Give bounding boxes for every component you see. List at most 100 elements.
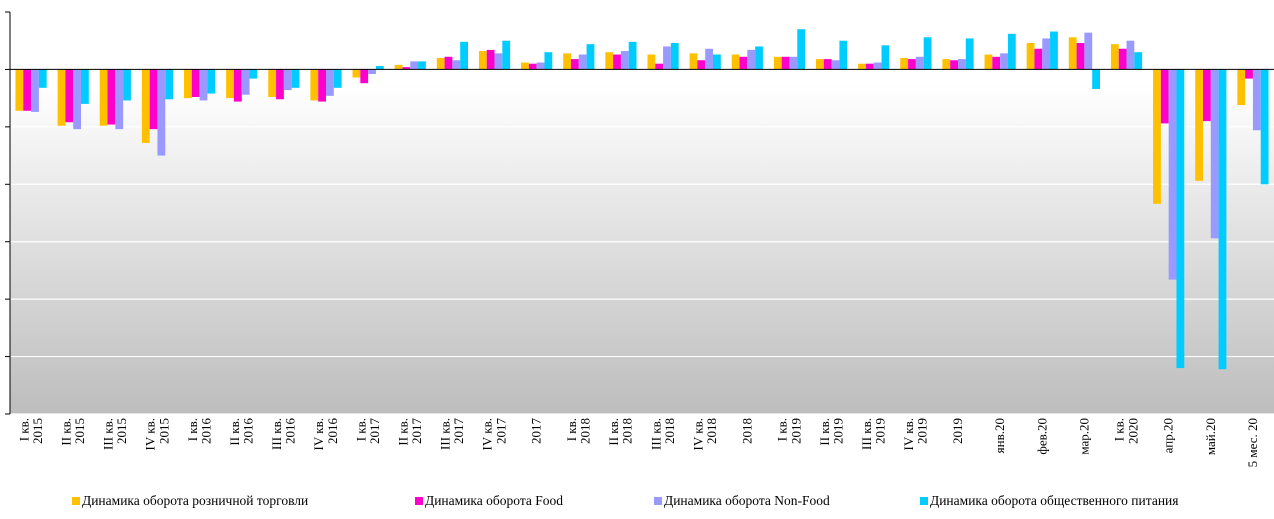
bar (586, 44, 595, 70)
bar (1110, 44, 1119, 70)
bar (241, 69, 250, 95)
bar (418, 61, 426, 70)
bar (460, 41, 468, 70)
bar (563, 53, 571, 70)
bar (283, 69, 292, 91)
plot-area-background (10, 12, 1274, 414)
legend-label: Динамика оборота Non-Food (664, 493, 830, 508)
bar (494, 53, 503, 70)
bar (123, 69, 131, 101)
bar (992, 56, 1001, 70)
bar (881, 45, 890, 70)
bar (15, 69, 24, 111)
bar (942, 59, 951, 70)
bar (199, 69, 208, 101)
bar (865, 63, 874, 70)
bar (915, 56, 924, 70)
bar (1218, 69, 1227, 370)
x-tick-label: 5 мес. 20 (1245, 418, 1260, 467)
bar (368, 69, 376, 75)
bar (958, 59, 966, 70)
bar (755, 46, 763, 70)
bar (713, 54, 721, 70)
bar (1026, 43, 1035, 70)
x-tick-label: IV кв.2018 (690, 418, 719, 450)
bar (276, 69, 284, 100)
bar (486, 49, 495, 70)
x-tick-label: мар.20 (1076, 418, 1091, 455)
x-tick-label: II кв.2015 (58, 418, 87, 446)
legend-swatch (920, 497, 928, 505)
bar (831, 60, 840, 70)
bar (1237, 69, 1246, 106)
bar (1210, 69, 1219, 239)
bar (823, 59, 832, 70)
bar (233, 69, 242, 102)
x-tick-label: 2018 (739, 418, 754, 444)
bar (521, 62, 529, 70)
gridlines (10, 11, 1274, 415)
bar (291, 69, 300, 88)
bar (544, 52, 553, 70)
legend-swatch (654, 497, 662, 505)
bar (326, 69, 334, 96)
legend-label: Динамика оборота Food (425, 493, 563, 508)
bar (81, 69, 89, 104)
bar (38, 69, 47, 88)
x-tick-label: I кв.2018 (564, 418, 593, 444)
axes (5, 11, 1274, 415)
x-tick-label: II кв.2017 (396, 418, 425, 446)
x-tick-label: I кв.2015 (16, 418, 45, 444)
legend-label: Динамика оборота общественного питания (930, 493, 1178, 508)
x-tick-label: IV кв.2016 (311, 418, 340, 451)
bar (1134, 52, 1143, 70)
x-tick-label: I кв.2020 (1112, 418, 1141, 444)
bar (23, 69, 32, 111)
bar (789, 56, 798, 70)
bar (1007, 33, 1016, 70)
bars (15, 29, 1269, 370)
bar (249, 69, 258, 79)
bar (984, 54, 993, 70)
bar (107, 69, 116, 125)
bar (65, 69, 74, 123)
bar (444, 56, 453, 70)
bar (436, 57, 445, 70)
bar (689, 53, 698, 70)
bar (31, 69, 39, 112)
bar (165, 69, 174, 100)
bar (207, 69, 216, 94)
bar (1252, 69, 1261, 131)
bar (452, 60, 461, 70)
bar (923, 37, 932, 70)
x-tick-label: III кв.2019 (859, 418, 888, 450)
bar (394, 64, 403, 70)
bar (1153, 69, 1161, 204)
x-tick-label: III кв.2016 (269, 418, 298, 450)
bar (157, 69, 166, 156)
x-tick-label: I кв.2016 (185, 418, 214, 445)
bar (536, 62, 545, 70)
bar (908, 59, 916, 70)
bar (1042, 38, 1051, 70)
bar (1195, 69, 1203, 181)
bar (149, 69, 158, 130)
x-tick-label: 2017 (529, 418, 544, 445)
x-tick-label: II кв.2018 (606, 418, 635, 446)
bar (950, 60, 958, 70)
x-tick-label: III кв.2017 (438, 418, 467, 450)
bar (184, 69, 192, 99)
x-tick-label: 2019 (950, 418, 965, 444)
bar (655, 63, 664, 70)
bar (1034, 48, 1043, 70)
bar (333, 69, 342, 88)
bar (873, 62, 882, 70)
x-tick-label: II кв.2016 (227, 418, 256, 446)
bar (1092, 69, 1100, 89)
bar (605, 52, 614, 70)
bar (99, 69, 108, 126)
bar (1245, 69, 1253, 79)
bar (478, 51, 487, 70)
bar (697, 60, 706, 70)
bar (613, 54, 621, 70)
